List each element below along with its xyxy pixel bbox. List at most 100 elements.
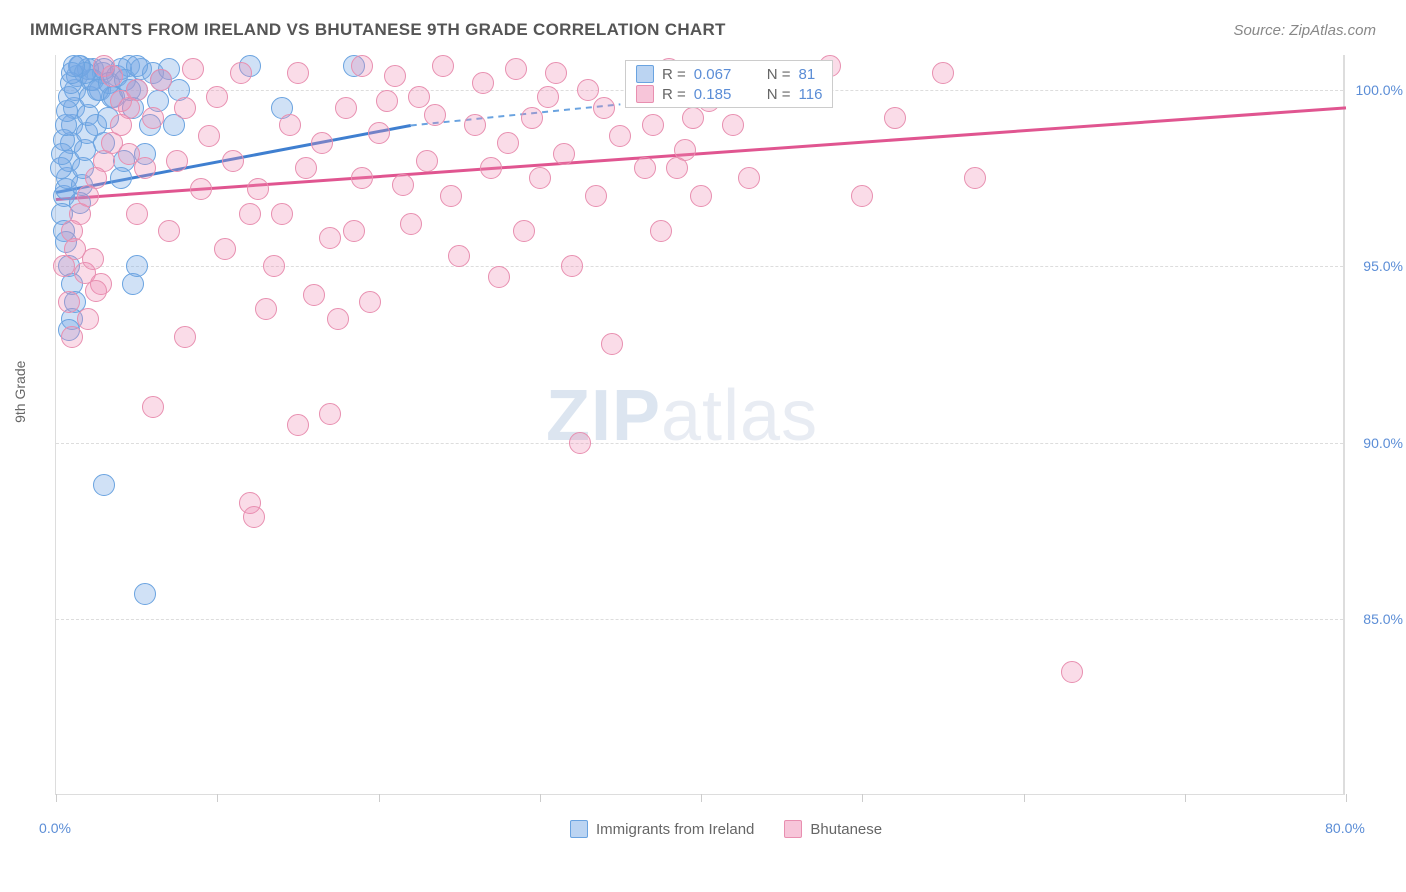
scatter-point [384,65,406,87]
scatter-point [243,506,265,528]
scatter-point [408,86,430,108]
legend-n-value: 81 [799,66,816,83]
scatter-point [295,157,317,179]
y-tick-label: 100.0% [1348,82,1403,98]
scatter-point [271,203,293,225]
scatter-point [150,69,172,91]
scatter-point [118,143,140,165]
scatter-point [432,55,454,77]
scatter-point [577,79,599,101]
scatter-point [182,58,204,80]
scatter-point [368,122,390,144]
scatter-point [206,86,228,108]
scatter-point [529,167,551,189]
legend-item: Immigrants from Ireland [570,820,754,838]
scatter-point [351,167,373,189]
scatter-point [166,150,188,172]
scatter-point [110,90,132,112]
scatter-point [585,185,607,207]
legend-r-value: 0.185 [694,86,749,103]
scatter-point [448,245,470,267]
x-tick [862,794,863,802]
legend-item: Bhutanese [784,820,882,838]
scatter-point [416,150,438,172]
x-tick [1346,794,1347,802]
chart-source: Source: ZipAtlas.com [1233,22,1376,39]
chart-header: IMMIGRANTS FROM IRELAND VS BHUTANESE 9TH… [0,0,1406,50]
x-tick [56,794,57,802]
scatter-point [174,97,196,119]
scatter-point [319,227,341,249]
scatter-point [335,97,357,119]
scatter-point [287,62,309,84]
scatter-point [440,185,462,207]
scatter-point [505,58,527,80]
legend-r-label: R = [662,66,686,83]
scatter-point [513,220,535,242]
scatter-point [553,143,575,165]
x-tick [379,794,380,802]
scatter-point [480,157,502,179]
x-tick [217,794,218,802]
y-axis-label: 9th Grade [12,361,28,423]
scatter-point [303,284,325,306]
legend-row: R = 0.185 N = 116 [636,85,822,103]
scatter-point [932,62,954,84]
scatter-point [77,308,99,330]
scatter-point [400,213,422,235]
correlation-legend: R = 0.067 N = 81R = 0.185 N = 116 [625,60,833,108]
legend-swatch [570,820,588,838]
scatter-point [851,185,873,207]
scatter-point [634,157,656,179]
scatter-point [93,474,115,496]
scatter-point [158,220,180,242]
y-tick-label: 90.0% [1348,435,1403,451]
scatter-point [642,114,664,136]
series-legend: Immigrants from Ireland Bhutanese [570,820,882,838]
scatter-point [376,90,398,112]
scatter-point [545,62,567,84]
scatter-point [319,403,341,425]
scatter-point [287,414,309,436]
scatter-point [359,291,381,313]
scatter-point [569,432,591,454]
scatter-point [593,97,615,119]
scatter-point [327,308,349,330]
scatter-point [247,178,269,200]
scatter-point [230,62,252,84]
scatter-point [190,178,212,200]
scatter-point [666,157,688,179]
scatter-point [53,255,75,277]
legend-label: Immigrants from Ireland [596,821,754,838]
scatter-point [198,125,220,147]
legend-n-label: N = [767,66,791,83]
scatter-point [61,326,83,348]
legend-swatch [636,65,654,83]
x-tick-label: 80.0% [1325,820,1365,836]
gridline [56,619,1343,620]
scatter-point [214,238,236,260]
scatter-point [279,114,301,136]
legend-swatch [636,85,654,103]
x-tick [701,794,702,802]
x-tick-label: 0.0% [39,820,71,836]
scatter-point [650,220,672,242]
scatter-point [964,167,986,189]
scatter-point [537,86,559,108]
scatter-point [561,255,583,277]
scatter-point [472,72,494,94]
scatter-point [126,55,148,77]
scatter-point [521,107,543,129]
x-tick [1024,794,1025,802]
scatter-point [82,248,104,270]
scatter-point [609,125,631,147]
chart-title: IMMIGRANTS FROM IRELAND VS BHUTANESE 9TH… [30,20,726,40]
chart-plot-area: ZIPatlas 100.0%95.0%90.0%85.0% [55,55,1345,795]
scatter-point [58,291,80,313]
scatter-point [174,326,196,348]
legend-n-value: 116 [799,86,823,103]
gridline [56,443,1343,444]
scatter-point [464,114,486,136]
scatter-point [126,203,148,225]
y-tick-label: 95.0% [1348,258,1403,274]
